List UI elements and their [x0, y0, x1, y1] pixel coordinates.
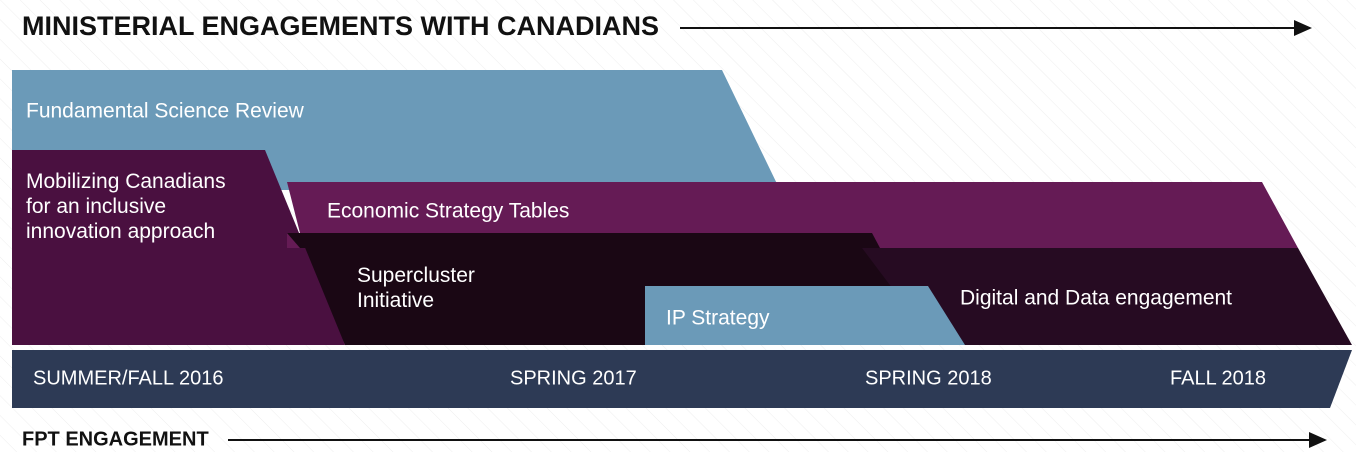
timeline-label: SPRING 2018 [865, 367, 992, 389]
economic-shape [287, 182, 1298, 248]
label: IP Strategy [666, 307, 770, 330]
timeline-label: FALL 2018 [1170, 367, 1266, 389]
label-line: for an inclusive [26, 195, 166, 218]
label-line: innovation approach [26, 220, 215, 243]
supercluster-top [287, 233, 880, 248]
mobilizing-shape [12, 150, 345, 345]
label: Economic Strategy Tables [327, 200, 569, 223]
label: Mobilizing Canadians for an inclusive inno… [26, 170, 226, 243]
label-line: Mobilizing Canadians [26, 170, 226, 193]
label: Fundamental Science Review [26, 100, 305, 123]
timeline-label: SUMMER/FALL 2016 [33, 367, 223, 389]
label: Supercluster Initiative [357, 264, 475, 312]
ip-shape [645, 286, 965, 345]
digital-shape [862, 248, 1352, 345]
timeline-label: SPRING 2017 [510, 367, 637, 389]
label-line: Supercluster [357, 264, 475, 287]
title: MINISTERIAL ENGAGEMENTS WITH CANADIANS [22, 11, 659, 41]
label: Digital and Data engagement [960, 287, 1232, 310]
label-line: Initiative [357, 289, 434, 312]
footer-title: FPT ENGAGEMENT [22, 428, 209, 450]
timeline-bar [12, 350, 1352, 408]
